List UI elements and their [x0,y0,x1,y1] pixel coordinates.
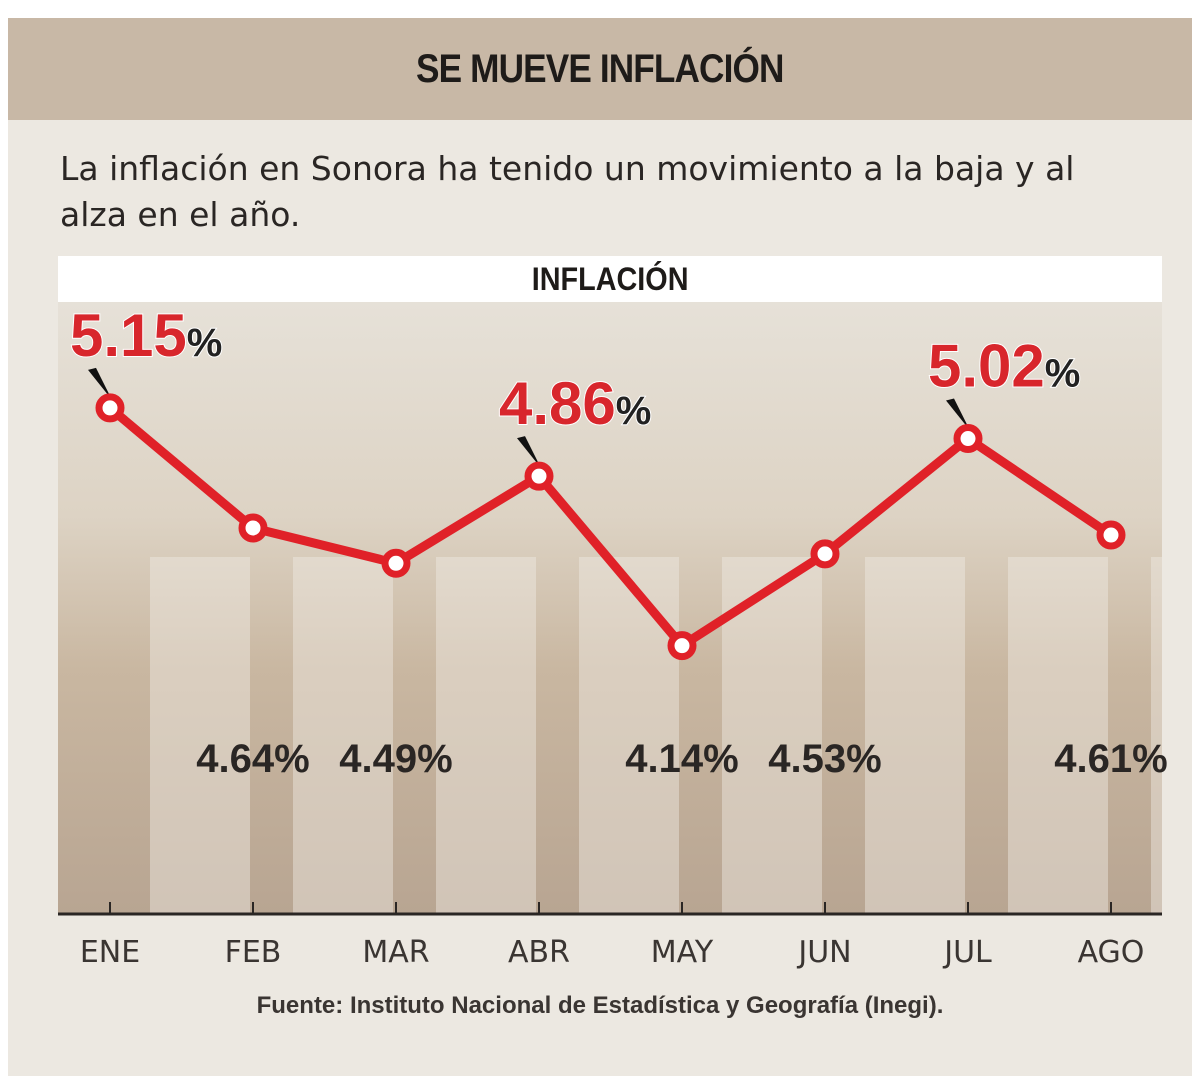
data-point-marker [953,424,983,454]
subtitle-text: La inflación en Sonora ha tenido un movi… [60,149,1075,234]
data-label-peak: 5.15% [70,302,222,369]
month-band [865,557,965,914]
data-point-marker [667,631,697,661]
source-note: Fuente: Instituto Nacional de Estadístic… [256,992,944,1019]
data-label: 4.14% [625,737,738,781]
x-tick-label: JUL [942,935,992,970]
month-band [293,557,393,914]
data-point-marker [95,393,125,423]
x-tick-label: ENE [80,935,140,970]
data-label: 4.49% [339,737,452,781]
data-label: 4.53% [768,737,881,781]
x-tick-label: JUN [796,935,851,970]
x-tick-label: ABR [508,935,570,970]
x-tick-label: MAR [362,935,429,970]
data-label-value: 5.15 [70,302,187,369]
month-band [436,557,536,914]
label-pointer [88,367,112,400]
month-band [1151,557,1162,914]
label-pointer [517,436,541,469]
data-label-percent: % [616,389,652,433]
month-band [1008,557,1108,914]
x-tick-label: AGO [1078,935,1145,970]
data-point-marker [381,548,411,578]
month-band [150,557,250,914]
data-label: 4.61% [1054,737,1167,781]
chart-title: INFLACIÓN [531,260,689,297]
data-label-value: 5.02 [928,333,1045,400]
data-point-marker [524,461,554,491]
data-label-percent: % [187,321,223,365]
data-point-marker [1096,520,1126,550]
header-banner: SE MUEVE INFLACIÓN [8,18,1192,120]
data-label-percent: % [1045,352,1081,396]
x-tick-label: FEB [225,935,282,970]
data-label-peak: 5.02% [928,333,1080,400]
chart-title-bar: INFLACIÓN [58,256,1162,302]
x-tick-label: MAY [651,935,714,970]
label-pointer [946,398,970,431]
plot-background-photo [58,302,1162,914]
data-label-peak: 4.86% [499,370,651,437]
infographic-title: SE MUEVE INFLACIÓN [416,46,784,91]
data-point-marker [238,513,268,543]
inflation-line [107,404,1114,652]
data-label: 4.64% [196,737,309,781]
data-point-marker [810,539,840,569]
data-label-value: 4.86 [499,370,616,437]
month-band [722,557,822,914]
